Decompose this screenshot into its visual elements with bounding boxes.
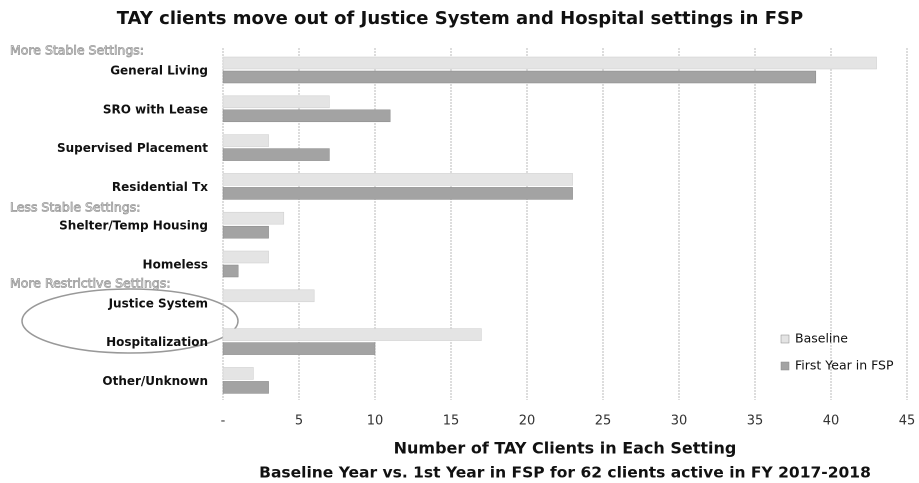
y-tick-label: Justice System — [108, 296, 208, 310]
y-tick-label: Shelter/Temp Housing — [59, 219, 208, 233]
legend-label: Baseline — [795, 331, 848, 346]
group-label: More Restrictive Settings: — [10, 276, 171, 291]
legend-label: First Year in FSP — [795, 358, 894, 373]
y-tick-label: General Living — [110, 64, 208, 78]
legend-swatch — [780, 361, 790, 371]
y-tick-label: Other/Unknown — [102, 374, 208, 388]
x-tick-label: 20 — [519, 414, 536, 429]
bar — [222, 70, 817, 84]
y-tick-label: Homeless — [143, 258, 208, 272]
x-tick-label: 30 — [671, 414, 688, 429]
bar — [222, 328, 482, 341]
bar — [222, 342, 376, 355]
bar — [222, 173, 573, 186]
bar — [222, 211, 285, 225]
x-tick-label: 5 — [295, 414, 303, 429]
bar — [222, 134, 269, 147]
y-tick-label: Hospitalization — [106, 335, 208, 349]
group-label: Less Stable Settings: — [10, 200, 140, 215]
bar — [222, 95, 330, 109]
bar — [222, 109, 391, 123]
group-label: More Stable Settings: — [10, 43, 144, 58]
chart-subtitle: Baseline Year vs. 1st Year in FSP for 62… — [259, 464, 871, 482]
bar — [222, 381, 269, 394]
y-tick-label: Supervised Placement — [57, 141, 208, 155]
bar — [222, 148, 330, 161]
bar — [222, 187, 573, 200]
x-tick-label: - — [221, 414, 226, 429]
bar — [222, 264, 239, 278]
legend-swatch — [780, 334, 790, 344]
chart-title: TAY clients move out of Justice System a… — [117, 8, 803, 29]
x-tick-label: 45 — [899, 414, 916, 429]
bar — [222, 289, 315, 303]
x-axis-label: Number of TAY Clients in Each Setting — [394, 439, 737, 458]
bar — [222, 225, 269, 239]
x-tick-label: 40 — [823, 414, 840, 429]
y-tick-label: Residential Tx — [112, 180, 208, 194]
x-tick-label: 10 — [367, 414, 384, 429]
y-tick-label: SRO with Lease — [103, 102, 208, 116]
x-tick-label: 25 — [595, 414, 612, 429]
highlight-ellipse — [21, 288, 239, 354]
x-tick-label: 15 — [443, 414, 460, 429]
bar — [222, 56, 877, 70]
bar — [222, 367, 254, 380]
x-tick-label: 35 — [747, 414, 764, 429]
bar — [222, 250, 269, 264]
